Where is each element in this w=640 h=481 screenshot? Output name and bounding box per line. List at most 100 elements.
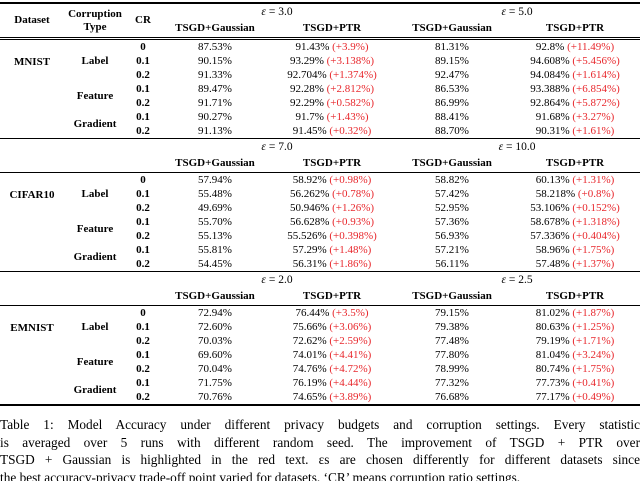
accuracy-value: 90.15% <box>198 55 232 67</box>
accuracy-value: 77.17% <box>535 391 570 403</box>
epsilon-header-row: Dataset Corruption Type CR ε = 3.0 ε = 5.0 <box>0 3 640 33</box>
corruption-type-label: Label <box>64 172 126 215</box>
header-spacer <box>0 271 160 306</box>
caption-line-4: the best accuracy-privacy trade-off poin… <box>0 469 521 481</box>
epsilon-header-row: ε = 7.0 ε = 10.0 <box>0 138 640 173</box>
table-row: EMNIST Label 0 72.94% 76.44% (+3.5%) 79.15% 81… <box>0 305 640 405</box>
improvement-value: (+0.8%) <box>577 188 615 200</box>
table-row: 0.1 55.48% 56.262% (+0.78%) 57.42% 58.218% (… <box>0 187 640 201</box>
accuracy-value: 92.8% <box>535 41 565 53</box>
accuracy-value: 50.946% <box>289 202 330 214</box>
improvement-value: (+5.456%) <box>572 55 620 67</box>
improvement-value: (+6.854%) <box>572 83 620 95</box>
accuracy-value: 60.13% <box>535 174 570 186</box>
method-header-gaussian: TSGD+Gaussian <box>412 290 492 302</box>
accuracy-value: 92.47% <box>435 69 469 81</box>
accuracy-ptr-cell: 77.17% (+0.49%) <box>510 390 640 405</box>
accuracy-gaussian-cell: 79.15% <box>394 305 511 320</box>
caption-line-1: Table 1: Model Accuracy under different … <box>0 417 640 432</box>
accuracy-ptr-cell: 58.678% (+1.318%) <box>510 215 640 229</box>
method-header-ptr: TSGD+PTR <box>545 290 605 302</box>
accuracy-value: 92.28% <box>289 83 324 95</box>
accuracy-value: 56.11% <box>435 258 469 270</box>
accuracy-ptr-cell: 76.44% (+3.5%) <box>270 305 395 320</box>
improvement-value: (+0.32%) <box>329 125 372 137</box>
accuracy-ptr-cell: 58.218% (+0.8%) <box>510 187 640 201</box>
accuracy-value: 72.94% <box>198 307 232 319</box>
accuracy-ptr-cell: 72.62% (+2.59%) <box>270 334 394 348</box>
accuracy-value: 91.68% <box>535 111 570 123</box>
corruption-type-label: Gradient <box>73 384 117 396</box>
table-row: CIFAR10 Label 0 57.94% 58.92% (+0.98%) 58.82%… <box>0 172 640 272</box>
improvement-value: (+1.25%) <box>572 321 615 333</box>
accuracy-gaussian-cell: 87.53% <box>160 37 270 54</box>
table-row: Feature 0.1 55.70% 56.628% (+0.93%) 57.36% 58… <box>0 215 640 235</box>
table-row: Gradient 0.1 55.81% 57.29% (+1.48%) 57.21% 58… <box>0 243 640 263</box>
improvement-value: (+1.48%) <box>329 244 372 256</box>
accuracy-ptr-cell: 92.864% (+5.872%) <box>510 96 640 110</box>
improvement-value: (+0.49%) <box>572 391 615 403</box>
accuracy-value: 94.084% <box>530 69 570 81</box>
epsilon-symbol: ε <box>261 141 266 153</box>
epsilon-symbol: ε <box>501 6 506 18</box>
accuracy-gaussian-cell: 56.11% <box>394 257 510 272</box>
improvement-value: (+1.86%) <box>329 258 372 270</box>
accuracy-gaussian-cell: 89.15% <box>394 54 510 68</box>
improvement-value: (+4.44%) <box>329 377 372 389</box>
accuracy-value: 72.60% <box>198 321 232 333</box>
improvement-value: (+2.59%) <box>329 335 372 347</box>
improvement-value: (+1.61%) <box>572 125 615 137</box>
accuracy-gaussian-cell: 91.71% <box>160 96 270 110</box>
accuracy-gaussian-cell: 55.13% <box>160 229 270 243</box>
accuracy-gaussian-cell: 70.04% <box>160 362 270 376</box>
corruption-type-label: Gradient <box>73 118 117 130</box>
accuracy-value: 77.48% <box>435 335 469 347</box>
accuracy-value: 92.704% <box>287 69 327 81</box>
accuracy-value: 57.94% <box>198 174 232 186</box>
accuracy-ptr-cell: 74.76% (+4.72%) <box>270 362 394 376</box>
corruption-header-line: Corruption <box>68 7 122 20</box>
accuracy-gaussian-cell: 76.68% <box>394 390 510 405</box>
accuracy-value: 76.19% <box>292 377 327 389</box>
accuracy-gaussian-cell: 88.41% <box>394 110 510 124</box>
table-caption: Table 1: Model Accuracy under different … <box>0 416 640 481</box>
table-row: 0.2 91.13% 91.45% (+0.32%) 88.70% 90.31% (+1… <box>0 124 640 139</box>
improvement-value: (+2.812%) <box>326 83 375 95</box>
accuracy-value: 88.41% <box>435 111 469 123</box>
accuracy-value: 55.526% <box>287 230 327 242</box>
accuracy-ptr-cell: 94.608% (+5.456%) <box>510 54 640 68</box>
epsilon-value: 7.0 <box>278 141 293 153</box>
accuracy-value: 70.76% <box>198 391 232 403</box>
accuracy-gaussian-cell: 55.48% <box>160 187 270 201</box>
table-row: 0.2 54.45% 56.31% (+1.86%) 56.11% 57.48% (+1… <box>0 257 640 272</box>
accuracy-value: 76.44% <box>295 307 330 319</box>
accuracy-ptr-cell: 50.946% (+1.26%) <box>270 201 394 215</box>
table-row: 0.1 90.15% 93.29% (+3.138%) 89.15% 94.608% (… <box>0 54 640 68</box>
accuracy-gaussian-cell: 57.36% <box>394 215 510 229</box>
accuracy-gaussian-cell: 72.60% <box>160 320 270 334</box>
column-header-dataset: Dataset <box>14 14 50 26</box>
column-header-corruption-type: Corruption Type <box>64 3 126 39</box>
improvement-value: (+1.87%) <box>572 307 615 319</box>
header-spacer <box>0 138 160 173</box>
improvement-value: (+3.06%) <box>329 321 372 333</box>
accuracy-ptr-cell: 91.7% (+1.43%) <box>270 110 394 124</box>
accuracy-ptr-cell: 91.68% (+3.27%) <box>510 110 640 124</box>
improvement-value: (+3.89%) <box>329 391 372 403</box>
accuracy-value: 90.31% <box>535 125 570 137</box>
accuracy-ptr-cell: 92.8% (+11.49%) <box>510 37 640 54</box>
accuracy-value: 93.388% <box>530 83 570 95</box>
improvement-value: (+4.41%) <box>329 349 372 361</box>
epsilon-header: ε = 3.0 <box>261 6 293 18</box>
cr-value: 0.1 <box>136 216 150 228</box>
accuracy-value: 72.62% <box>292 335 327 347</box>
accuracy-value: 57.36% <box>435 216 469 228</box>
accuracy-ptr-cell: 53.106% (+0.152%) <box>510 201 640 215</box>
table-row: 0.2 49.69% 50.946% (+1.26%) 52.95% 53.106% (… <box>0 201 640 215</box>
accuracy-value: 58.678% <box>530 216 570 228</box>
improvement-value: (+0.404%) <box>572 230 620 242</box>
accuracy-gaussian-cell: 77.80% <box>394 348 510 362</box>
accuracy-value: 75.66% <box>292 321 327 333</box>
accuracy-ptr-cell: 91.45% (+0.32%) <box>270 124 394 139</box>
accuracy-value: 79.38% <box>435 321 469 333</box>
